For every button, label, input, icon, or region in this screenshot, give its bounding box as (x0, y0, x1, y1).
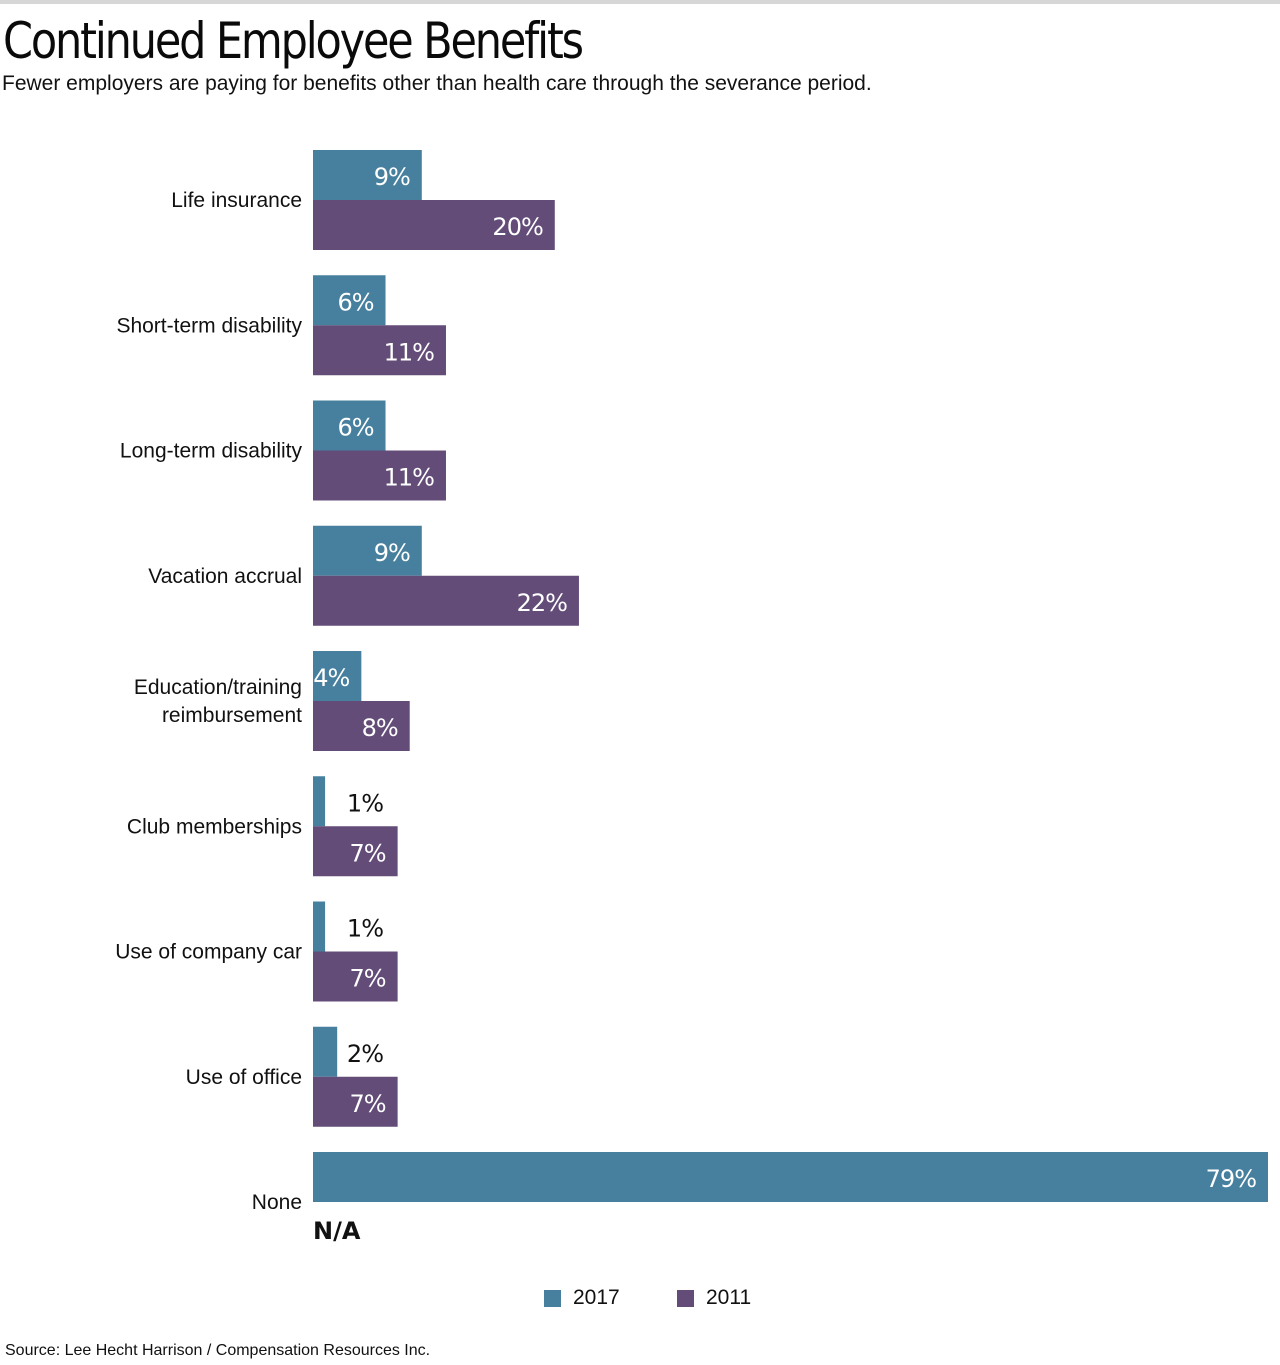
category-label: Education/training reimbursement (134, 676, 302, 727)
legend-item-2017: 2017 (544, 1286, 620, 1310)
bar-2011 (313, 826, 398, 877)
data-label-2017: 1% (347, 915, 383, 943)
category-label: Long-term disability (120, 440, 303, 463)
category-label: Club memberships (127, 815, 302, 838)
bar-2011 (313, 200, 555, 250)
data-label-2017: 6% (337, 414, 373, 442)
data-label-2017: 9% (374, 539, 410, 567)
category-label: Life insurance (171, 189, 302, 212)
bar-2011 (313, 701, 410, 751)
chart-subtitle: Fewer employers are paying for benefits … (2, 72, 872, 95)
bar-2017 (313, 275, 386, 326)
bar-2017 (313, 651, 362, 701)
data-label-2017: 1% (347, 789, 383, 817)
source-note: Source: Lee Hecht Harrison / Compensatio… (5, 1342, 431, 1359)
data-label-2017: 9% (374, 163, 410, 191)
bar-2011 (313, 1076, 398, 1127)
legend-item-2011: 2011 (677, 1286, 751, 1310)
data-label-2011: 8% (362, 714, 398, 742)
bar-2017 (313, 1026, 338, 1077)
legend: 2017 2011 (0, 1286, 1280, 1312)
bar-2017 (313, 400, 386, 451)
bar-2011 (313, 325, 446, 376)
category-label: None (252, 1191, 302, 1214)
bar-2011 (313, 575, 579, 626)
bar-2017 (313, 901, 326, 952)
data-label-2017: 2% (347, 1040, 383, 1068)
data-label-2011: 20% (492, 213, 543, 241)
top-rule (0, 0, 1280, 4)
category-label: Short-term disability (116, 314, 302, 337)
data-label-2011: 7% (350, 1090, 386, 1118)
legend-swatch-2017 (544, 1289, 561, 1307)
category-label: Vacation accrual (148, 565, 302, 588)
bar-2011 (313, 450, 446, 501)
na-label: N/A (313, 1217, 361, 1245)
category-label: Use of company car (115, 941, 302, 964)
bar-2017 (313, 1152, 1268, 1202)
legend-label-2017: 2017 (573, 1286, 620, 1309)
bar-2017 (313, 776, 326, 827)
bar-2017 (313, 150, 422, 200)
legend-swatch-2011 (677, 1289, 694, 1307)
data-label-2017: 6% (337, 288, 373, 316)
bar-2017 (313, 525, 422, 576)
legend-label-2011: 2011 (706, 1286, 752, 1309)
data-label-2017: 79% (1206, 1165, 1257, 1193)
data-label-2011: 7% (350, 965, 386, 993)
data-label-2011: 11% (384, 464, 435, 492)
data-label-2011: 22% (517, 589, 568, 617)
data-label-2011: 11% (384, 338, 435, 366)
data-label-2011: 7% (350, 839, 386, 867)
data-label-2017: 4% (313, 664, 349, 692)
bar-2011 (313, 951, 398, 1002)
chart-title: Continued Employee Benefits (3, 12, 584, 70)
category-label: Use of office (186, 1066, 302, 1089)
bar-chart: Life insurance 9% 20% Short-term disability… (115, 150, 1268, 1245)
